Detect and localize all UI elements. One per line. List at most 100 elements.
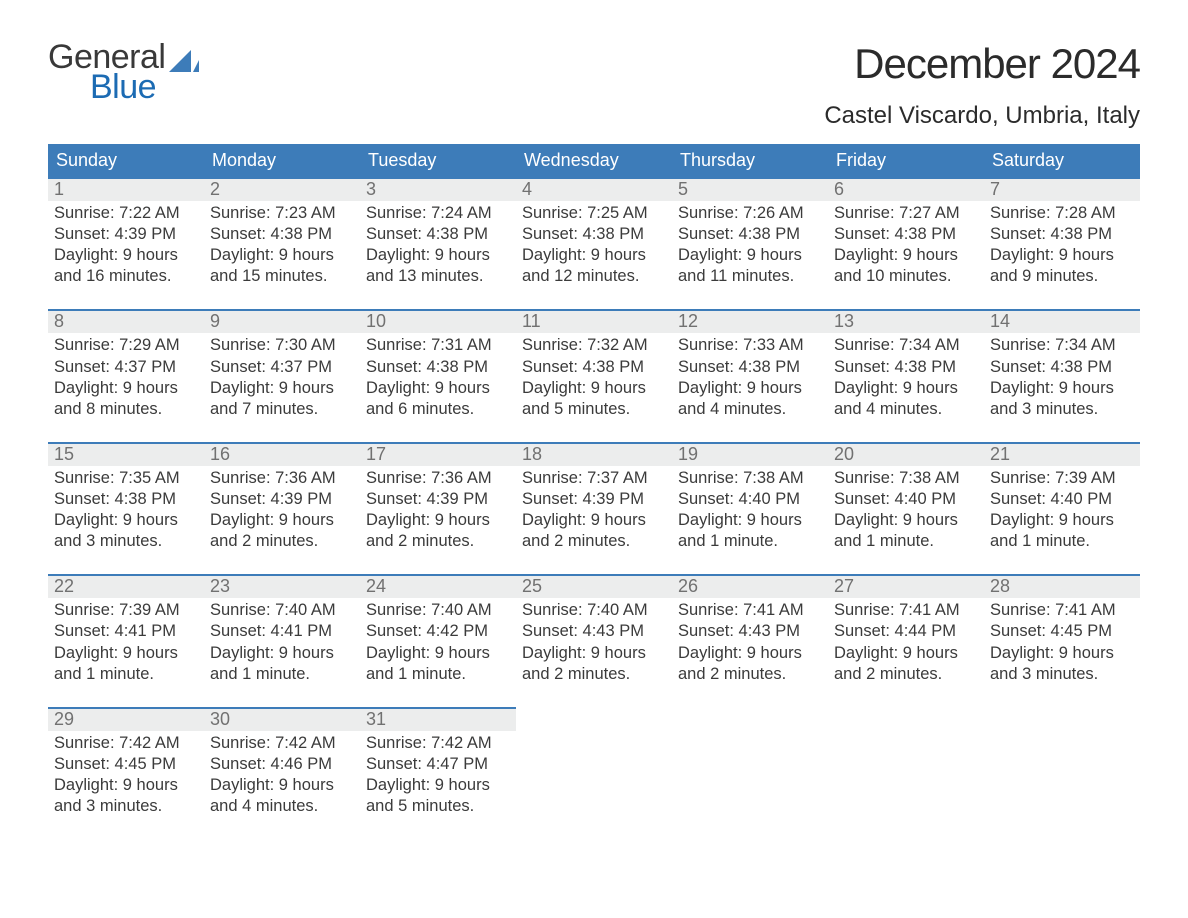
day-cell-inner: 22Sunrise: 7:39 AMSunset: 4:41 PMDayligh… [48,574,204,688]
sunrise-line: Sunrise: 7:26 AM [678,203,822,224]
daylight-line: Daylight: 9 hours and 5 minutes. [366,775,510,817]
day-body: Sunrise: 7:23 AMSunset: 4:38 PMDaylight:… [204,201,360,291]
sunset-line: Sunset: 4:41 PM [210,621,354,642]
day-number: 6 [828,179,984,201]
sunset-line: Sunset: 4:43 PM [678,621,822,642]
calendar-day-cell: 5Sunrise: 7:26 AMSunset: 4:38 PMDaylight… [672,177,828,291]
sunset-line: Sunset: 4:39 PM [522,489,666,510]
sunset-line: Sunset: 4:38 PM [366,357,510,378]
daylight-line: Daylight: 9 hours and 1 minute. [210,643,354,685]
calendar-week-row: 8Sunrise: 7:29 AMSunset: 4:37 PMDaylight… [48,309,1140,423]
day-number: 30 [204,709,360,731]
day-number: 24 [360,576,516,598]
calendar-day-cell: 11Sunrise: 7:32 AMSunset: 4:38 PMDayligh… [516,309,672,423]
calendar-day-cell: 10Sunrise: 7:31 AMSunset: 4:38 PMDayligh… [360,309,516,423]
sunset-line: Sunset: 4:38 PM [522,224,666,245]
sunset-line: Sunset: 4:38 PM [366,224,510,245]
day-body: Sunrise: 7:42 AMSunset: 4:45 PMDaylight:… [48,731,204,821]
sunrise-line: Sunrise: 7:22 AM [54,203,198,224]
sunset-line: Sunset: 4:38 PM [54,489,198,510]
week-spacer [48,424,1140,442]
sunset-line: Sunset: 4:39 PM [366,489,510,510]
sunset-line: Sunset: 4:39 PM [54,224,198,245]
day-number: 10 [360,311,516,333]
day-cell-inner: 1Sunrise: 7:22 AMSunset: 4:39 PMDaylight… [48,177,204,291]
daylight-line: Daylight: 9 hours and 1 minute. [54,643,198,685]
day-cell-inner: 25Sunrise: 7:40 AMSunset: 4:43 PMDayligh… [516,574,672,688]
daylight-line: Daylight: 9 hours and 4 minutes. [834,378,978,420]
sunrise-line: Sunrise: 7:40 AM [366,600,510,621]
day-body: Sunrise: 7:36 AMSunset: 4:39 PMDaylight:… [204,466,360,556]
day-number: 22 [48,576,204,598]
calendar-body: 1Sunrise: 7:22 AMSunset: 4:39 PMDaylight… [48,177,1140,821]
weekday-header-row: SundayMondayTuesdayWednesdayThursdayFrid… [48,144,1140,177]
sunrise-line: Sunrise: 7:42 AM [366,733,510,754]
day-cell-inner: 10Sunrise: 7:31 AMSunset: 4:38 PMDayligh… [360,309,516,423]
day-number: 21 [984,444,1140,466]
sunset-line: Sunset: 4:40 PM [678,489,822,510]
sunrise-line: Sunrise: 7:39 AM [990,468,1134,489]
day-number: 14 [984,311,1140,333]
calendar-day-cell: 9Sunrise: 7:30 AMSunset: 4:37 PMDaylight… [204,309,360,423]
day-body: Sunrise: 7:41 AMSunset: 4:43 PMDaylight:… [672,598,828,688]
day-number: 7 [984,179,1140,201]
day-body: Sunrise: 7:39 AMSunset: 4:41 PMDaylight:… [48,598,204,688]
sunrise-line: Sunrise: 7:39 AM [54,600,198,621]
daylight-line: Daylight: 9 hours and 4 minutes. [210,775,354,817]
day-cell-inner: 29Sunrise: 7:42 AMSunset: 4:45 PMDayligh… [48,707,204,821]
sunset-line: Sunset: 4:39 PM [210,489,354,510]
daylight-line: Daylight: 9 hours and 16 minutes. [54,245,198,287]
day-cell-inner: 28Sunrise: 7:41 AMSunset: 4:45 PMDayligh… [984,574,1140,688]
sunrise-line: Sunrise: 7:23 AM [210,203,354,224]
sunset-line: Sunset: 4:45 PM [990,621,1134,642]
calendar-day-cell: 1Sunrise: 7:22 AMSunset: 4:39 PMDaylight… [48,177,204,291]
day-body: Sunrise: 7:40 AMSunset: 4:42 PMDaylight:… [360,598,516,688]
sunrise-line: Sunrise: 7:38 AM [834,468,978,489]
daylight-line: Daylight: 9 hours and 2 minutes. [366,510,510,552]
day-cell-inner: 18Sunrise: 7:37 AMSunset: 4:39 PMDayligh… [516,442,672,556]
calendar-day-cell: 12Sunrise: 7:33 AMSunset: 4:38 PMDayligh… [672,309,828,423]
calendar-day-cell: 25Sunrise: 7:40 AMSunset: 4:43 PMDayligh… [516,574,672,688]
brand-logo: General Blue [48,40,199,104]
sunrise-line: Sunrise: 7:42 AM [210,733,354,754]
brand-mark-icon [169,50,199,72]
page-title: December 2024 [824,40,1140,88]
calendar-day-cell: 4Sunrise: 7:25 AMSunset: 4:38 PMDaylight… [516,177,672,291]
day-number: 5 [672,179,828,201]
sunrise-line: Sunrise: 7:40 AM [522,600,666,621]
day-number: 1 [48,179,204,201]
sunset-line: Sunset: 4:46 PM [210,754,354,775]
day-cell-inner: 3Sunrise: 7:24 AMSunset: 4:38 PMDaylight… [360,177,516,291]
day-cell-inner: 19Sunrise: 7:38 AMSunset: 4:40 PMDayligh… [672,442,828,556]
day-body: Sunrise: 7:36 AMSunset: 4:39 PMDaylight:… [360,466,516,556]
day-cell-inner: 23Sunrise: 7:40 AMSunset: 4:41 PMDayligh… [204,574,360,688]
day-cell-inner: 7Sunrise: 7:28 AMSunset: 4:38 PMDaylight… [984,177,1140,291]
sunrise-line: Sunrise: 7:25 AM [522,203,666,224]
weekday-header: Friday [828,144,984,177]
day-body: Sunrise: 7:41 AMSunset: 4:44 PMDaylight:… [828,598,984,688]
calendar-day-cell: 29Sunrise: 7:42 AMSunset: 4:45 PMDayligh… [48,707,204,821]
daylight-line: Daylight: 9 hours and 7 minutes. [210,378,354,420]
weekday-header: Sunday [48,144,204,177]
day-cell-inner: 31Sunrise: 7:42 AMSunset: 4:47 PMDayligh… [360,707,516,821]
sunrise-line: Sunrise: 7:36 AM [366,468,510,489]
week-spacer [48,556,1140,574]
day-body: Sunrise: 7:22 AMSunset: 4:39 PMDaylight:… [48,201,204,291]
day-cell-inner: 21Sunrise: 7:39 AMSunset: 4:40 PMDayligh… [984,442,1140,556]
sunrise-line: Sunrise: 7:40 AM [210,600,354,621]
day-number: 23 [204,576,360,598]
day-cell-inner: 6Sunrise: 7:27 AMSunset: 4:38 PMDaylight… [828,177,984,291]
day-body: Sunrise: 7:42 AMSunset: 4:46 PMDaylight:… [204,731,360,821]
sunrise-line: Sunrise: 7:32 AM [522,335,666,356]
day-body: Sunrise: 7:33 AMSunset: 4:38 PMDaylight:… [672,333,828,423]
daylight-line: Daylight: 9 hours and 11 minutes. [678,245,822,287]
day-body: Sunrise: 7:34 AMSunset: 4:38 PMDaylight:… [828,333,984,423]
sunrise-line: Sunrise: 7:34 AM [990,335,1134,356]
calendar-day-cell: 16Sunrise: 7:36 AMSunset: 4:39 PMDayligh… [204,442,360,556]
calendar-day-cell: 22Sunrise: 7:39 AMSunset: 4:41 PMDayligh… [48,574,204,688]
day-number: 27 [828,576,984,598]
day-number: 3 [360,179,516,201]
calendar-day-cell: 2Sunrise: 7:23 AMSunset: 4:38 PMDaylight… [204,177,360,291]
calendar-week-row: 29Sunrise: 7:42 AMSunset: 4:45 PMDayligh… [48,707,1140,821]
calendar-day-cell: 7Sunrise: 7:28 AMSunset: 4:38 PMDaylight… [984,177,1140,291]
